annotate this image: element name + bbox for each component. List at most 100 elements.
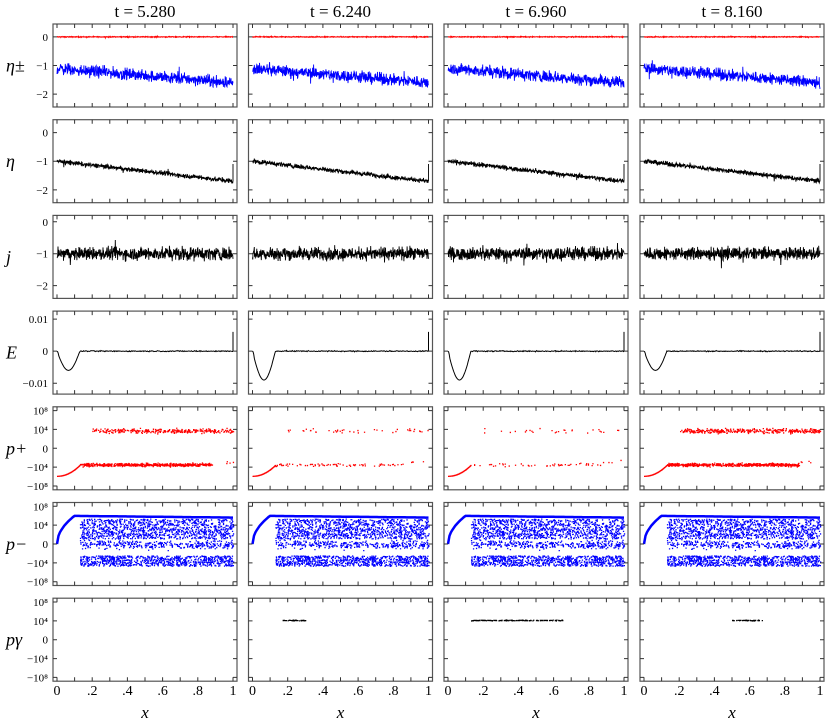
- x-tick-label: 0: [54, 684, 61, 699]
- series-eta_plus: [643, 35, 821, 40]
- row-ylabel-j: j: [4, 247, 11, 267]
- panel-frame: [52, 406, 238, 491]
- series-j: [643, 245, 821, 269]
- row-ylabel-p_plus: p+: [4, 438, 27, 458]
- panel-frame: [443, 119, 629, 204]
- y-tick-label: 0: [43, 346, 49, 358]
- panel-frame: [247, 310, 434, 395]
- series-p_minus-points: [666, 518, 822, 567]
- series-p-minus-envelope: [251, 514, 429, 545]
- y-tick-label: −1: [36, 249, 48, 261]
- panel-p_gamma-col3: 0 .2 .4 .6 .8 1: [639, 597, 825, 699]
- series-E: [56, 331, 234, 371]
- panel-frame: [247, 597, 434, 682]
- series-eta_minus: [56, 63, 234, 89]
- series-eta: [447, 158, 625, 184]
- x-tick-label: .2: [282, 684, 293, 699]
- panel-frame: [52, 597, 238, 682]
- panel-j-col2: [443, 214, 629, 299]
- series-p_minus-points: [470, 518, 626, 567]
- y-tick-label: 0: [43, 128, 49, 140]
- row-ylabel-E: E: [5, 343, 17, 363]
- series-p-minus-envelope: [55, 514, 233, 545]
- x-axis-label: x: [140, 703, 149, 722]
- panel-eta_pm-col1: [247, 23, 434, 108]
- series-eta_plus: [447, 34, 625, 40]
- x-tick-label: .4: [318, 684, 329, 699]
- column-title: t = 6.240: [310, 2, 371, 21]
- x-tick-label: 0: [249, 684, 256, 699]
- y-tick-label: −10⁴: [27, 654, 48, 666]
- panel-frame: [639, 406, 825, 491]
- x-tick-label: 1: [621, 684, 628, 699]
- column-title: t = 5.280: [114, 2, 175, 21]
- series-p_plus-points: [448, 427, 622, 477]
- series-p_minus-points: [275, 518, 430, 567]
- series-p_gamma-points: [732, 619, 763, 622]
- panel-p_minus-col2: [443, 501, 629, 587]
- panel-eta_pm-col0: [52, 23, 238, 108]
- panel-p_minus-col0: [52, 501, 238, 587]
- x-tick-label: .2: [87, 684, 98, 699]
- panel-p_minus-col1: [247, 501, 434, 587]
- series-eta_plus: [252, 34, 429, 40]
- panel-frame: [52, 214, 238, 299]
- y-tick-label: 10⁴: [33, 520, 48, 532]
- x-tick-label: .6: [353, 684, 364, 699]
- x-tick-label: 1: [817, 684, 824, 699]
- x-tick-label: 0: [445, 684, 452, 699]
- y-tick-label: 0: [43, 217, 49, 229]
- panel-eta-col3: [639, 119, 825, 204]
- x-tick-label: .6: [744, 684, 755, 699]
- column-title: t = 6.960: [505, 2, 566, 21]
- y-tick-label: 10⁴: [33, 424, 48, 436]
- x-tick-label: .4: [122, 684, 133, 699]
- panel-E-col1: [247, 310, 434, 395]
- panel-p_gamma-col2: 0 .2 .4 .6 .8 1: [443, 597, 629, 699]
- series-eta_minus: [643, 60, 821, 89]
- panel-frame: [639, 597, 825, 682]
- panel-frame: [639, 119, 825, 204]
- panel-p_plus-col3: [639, 406, 825, 491]
- panel-p_plus-col1: [247, 406, 434, 491]
- series-eta_minus: [447, 63, 625, 88]
- panel-frame: [443, 406, 629, 491]
- panel-E-col2: [443, 310, 629, 395]
- series-E: [447, 331, 625, 381]
- panel-p_gamma-col1: 0 .2 .4 .6 .8 1: [247, 597, 434, 699]
- panel-j-col0: [52, 214, 238, 299]
- x-axis-label: x: [531, 703, 540, 722]
- y-tick-label: 0: [43, 32, 49, 44]
- y-tick-label: −2: [36, 281, 48, 293]
- panel-eta-col1: [247, 119, 434, 204]
- x-tick-label: .4: [709, 684, 720, 699]
- panel-p_gamma-col0: 0 .2 .4 .6 .8 1: [52, 597, 238, 699]
- panel-frame: [247, 119, 434, 204]
- panel-eta_pm-col3: [639, 23, 825, 108]
- panel-frame: [247, 406, 434, 491]
- y-tick-label: 0: [43, 443, 49, 455]
- y-tick-label: −10⁸: [27, 577, 48, 589]
- x-tick-label: .6: [548, 684, 559, 699]
- row-ylabel-p_minus: p−: [4, 534, 27, 554]
- panel-p_plus-col2: [443, 406, 629, 491]
- panel-p_minus-col3: [639, 501, 825, 587]
- x-tick-label: .8: [388, 684, 399, 699]
- y-tick-label: 0: [43, 539, 49, 551]
- series-p-minus-envelope: [446, 514, 624, 545]
- x-tick-label: .8: [584, 684, 595, 699]
- series-eta: [643, 158, 821, 185]
- y-tick-label: 10⁸: [33, 501, 48, 513]
- series-j: [447, 242, 625, 266]
- column-title: t = 8.160: [701, 2, 762, 21]
- series-eta_plus: [56, 34, 234, 40]
- x-tick-label: .8: [193, 684, 204, 699]
- panel-p_plus-col0: [52, 406, 238, 491]
- series-eta: [252, 158, 429, 184]
- y-tick-label: −0.01: [23, 378, 48, 390]
- series-E: [252, 331, 429, 381]
- y-tick-label: −1: [36, 156, 48, 168]
- panel-eta-col0: [52, 119, 238, 204]
- x-tick-label: .6: [157, 684, 168, 699]
